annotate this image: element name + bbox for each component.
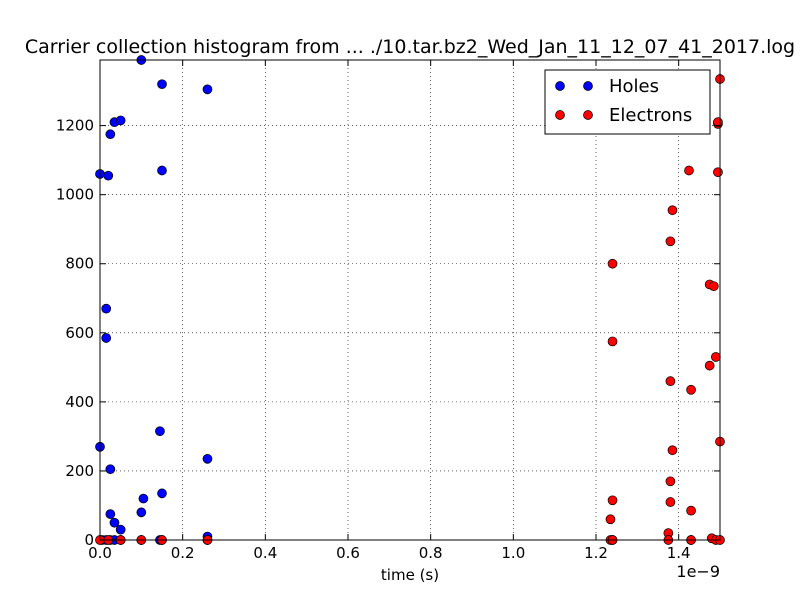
data-point-holes (115, 524, 126, 535)
y-tick-label: 800 (65, 255, 94, 273)
chart-title: Carrier collection histogram from ... ./… (25, 36, 795, 58)
data-point-electrons (684, 165, 694, 176)
legend-marker-holes-1 (555, 81, 565, 91)
data-point-holes (103, 170, 114, 181)
legend-label-electrons: Electrons (609, 105, 692, 126)
x-tick-label: 0.2 (171, 544, 195, 562)
data-point-electrons (665, 236, 676, 247)
legend-box (544, 69, 711, 135)
data-point-holes (138, 493, 149, 504)
data-point-electrons (667, 205, 678, 216)
data-point-holes (202, 453, 213, 464)
x-tick-label: 0.4 (253, 544, 277, 562)
data-point-electrons (665, 476, 676, 487)
data-point-electrons (665, 497, 676, 507)
data-point-holes (157, 79, 167, 90)
data-point-holes (157, 165, 167, 176)
legend-label-holes: Holes (609, 76, 659, 97)
legend: Holes Electrons (544, 69, 711, 135)
y-tick-label: 200 (65, 462, 94, 480)
data-point-holes (105, 464, 116, 475)
data-point-holes (101, 303, 112, 314)
x-tick-label: 1.2 (584, 544, 608, 562)
data-point-electrons (667, 445, 678, 456)
x-tick-label: 0.0 (88, 544, 112, 562)
data-point-electrons (607, 495, 618, 506)
x-tick-label: 1.4 (667, 544, 691, 562)
legend-marker-holes-2 (583, 81, 593, 91)
x-axis-multiplier: 1e−9 (676, 562, 720, 581)
data-point-electrons (686, 384, 696, 395)
x-tick-label: 1.0 (501, 544, 525, 562)
data-point-electrons (686, 505, 696, 516)
legend-marker-electrons-1 (555, 110, 565, 120)
y-tick-label: 1200 (56, 117, 94, 135)
data-point-electrons (704, 360, 715, 371)
y-tick-label: 1000 (56, 186, 94, 204)
data-point-electrons (607, 336, 618, 347)
data-point-holes (155, 426, 165, 437)
y-tick-label: 400 (65, 393, 94, 411)
data-point-electrons (607, 258, 618, 269)
data-point-holes (109, 517, 120, 528)
data-point-holes (115, 115, 126, 126)
x-tick-label: 0.6 (336, 544, 360, 562)
axis-ticks: 0.0 0.2 0.4 0.6 0.8 1.0 1.2 1.4 0 200 400 600 800 100… (56, 60, 720, 562)
data-point-electrons (605, 514, 616, 525)
legend-marker-electrons-2 (583, 110, 593, 120)
y-tick-label: 600 (65, 324, 94, 342)
x-axis-label: time (s) (381, 566, 439, 584)
data-point-holes (157, 488, 167, 499)
data-point-holes (202, 84, 213, 95)
data-point-holes (101, 333, 112, 343)
x-tick-label: 0.8 (419, 544, 443, 562)
data-point-electrons (665, 376, 676, 387)
data-point-electrons (711, 352, 721, 362)
data-point-electrons (713, 167, 723, 178)
data-point-holes (105, 509, 116, 519)
y-tick-label: 0 (84, 531, 94, 549)
data-point-holes (105, 129, 116, 140)
plot-area-frame (99, 59, 721, 541)
data-point-holes (136, 507, 147, 518)
data-point-electrons (708, 281, 719, 292)
